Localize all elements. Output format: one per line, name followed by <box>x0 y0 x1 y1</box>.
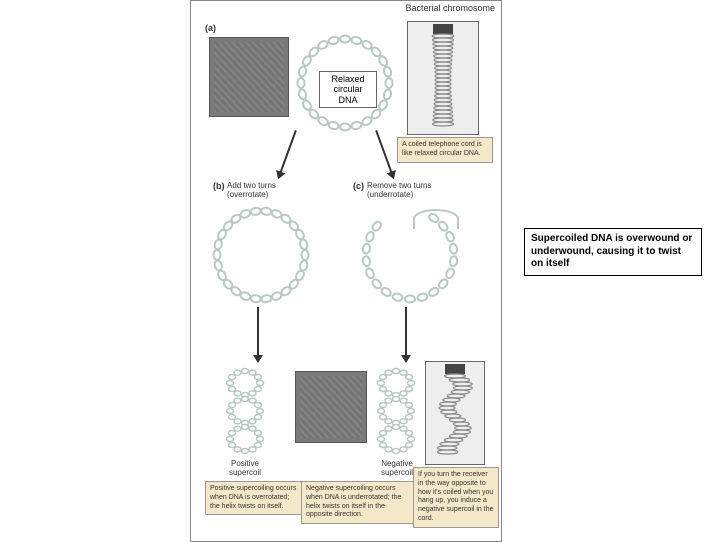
arrow-c-down <box>405 307 407 357</box>
negative-supercoil <box>371 367 421 457</box>
panel-a-label: (a) <box>205 23 216 33</box>
panel-b-label: (b) <box>213 181 225 191</box>
negative-caption: Negative supercoiling occurs when DNA is… <box>301 481 415 524</box>
positive-caption: Positive supercoiling occurs when DNA is… <box>205 481 303 515</box>
telephone-cord-top <box>407 21 479 135</box>
micrograph-supercoil <box>295 371 367 443</box>
cord-top-caption: A coiled telephone cord is like relaxed … <box>397 137 493 163</box>
positive-label: Positive supercoil <box>219 459 271 477</box>
overrotated-dna <box>211 205 311 305</box>
micrograph-a <box>209 37 289 117</box>
arrow-b-down <box>257 307 259 357</box>
positive-supercoil <box>215 367 275 457</box>
panel-c-sub: Remove two turns (underrotate) <box>367 181 463 199</box>
supercoil-annotation: Supercoiled DNA is overwound or underwou… <box>524 228 702 276</box>
arrow-a-to-b <box>279 130 297 174</box>
panel-c-label: (c) <box>353 181 364 191</box>
panel-b-sub: Add two turns (overrotate) <box>227 181 307 199</box>
gap-arc <box>413 209 459 229</box>
cord-bottom-caption: If you turn the receiver in the way oppo… <box>413 467 499 528</box>
arrow-a-to-c <box>375 130 393 174</box>
figure-panel: Bacterial chromosome (a) Relaxed circula… <box>190 0 502 542</box>
relaxed-label: Relaxed circular DNA <box>319 71 377 108</box>
figure-title: Bacterial chromosome <box>405 3 495 13</box>
telephone-cord-bottom <box>425 361 485 465</box>
